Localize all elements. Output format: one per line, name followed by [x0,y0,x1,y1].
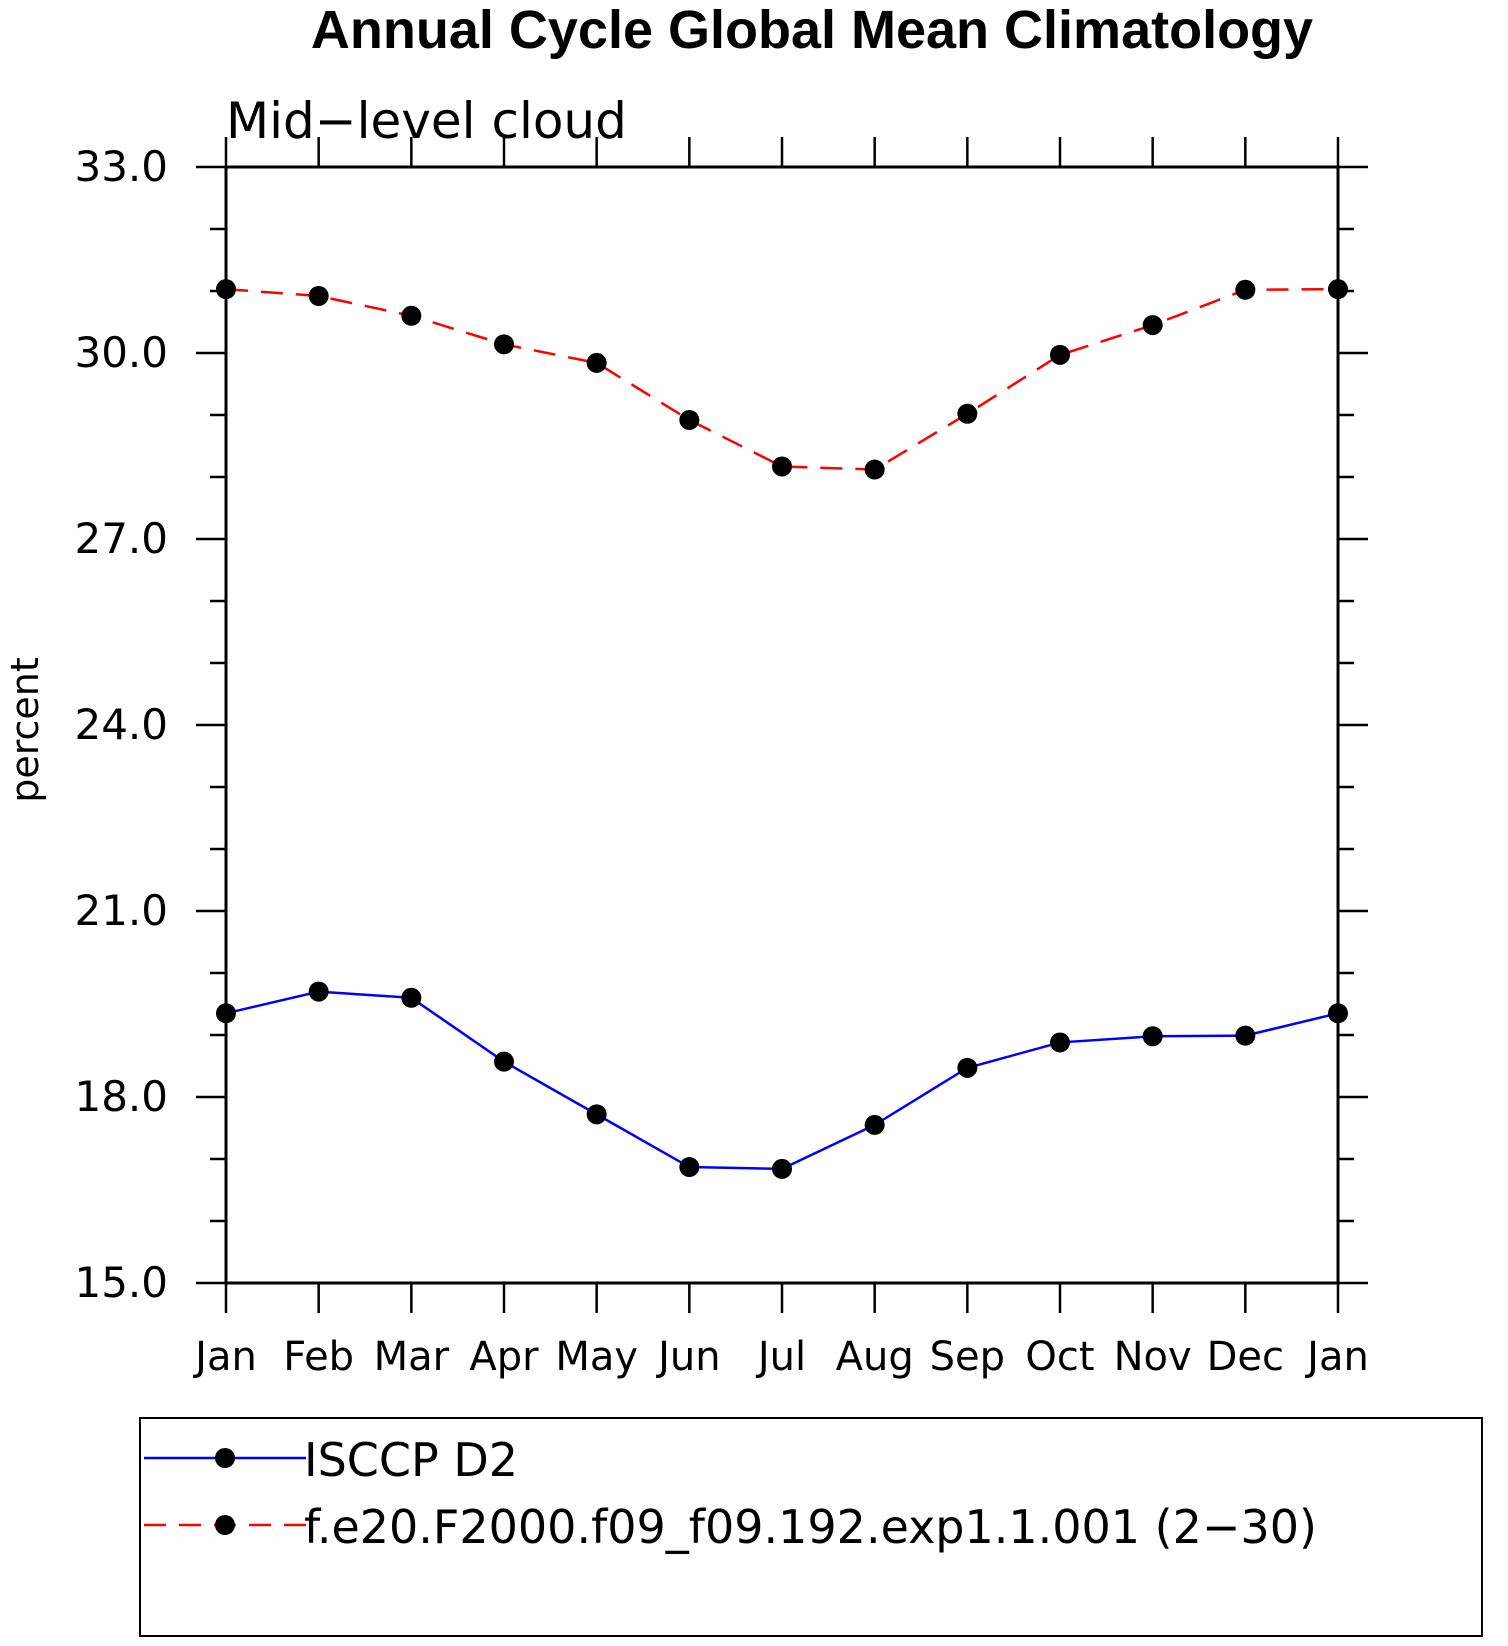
y-tick-label: 27.0 [74,514,168,563]
legend-marker [215,1448,235,1468]
x-tick-label: Jul [755,1334,806,1380]
y-tick-label: 15.0 [74,1258,168,1307]
x-tick-label: Jan [1304,1334,1369,1380]
x-tick-label: Nov [1114,1334,1192,1380]
x-tick-label: Sep [930,1334,1005,1380]
chart-subtitle: Mid−level cloud [226,92,627,150]
data-point [772,1158,792,1179]
data-point [1235,1025,1256,1046]
x-tick-label: Feb [283,1334,354,1380]
axis-ticks [196,137,1368,1313]
x-tick-label: Aug [836,1334,914,1380]
data-point [308,981,329,1002]
chart-title: Annual Cycle Global Mean Climatology [311,0,1313,60]
legend-label: f.e20.F2000.f09_f09.192.exp1.1.001 (2−30… [304,1500,1317,1554]
x-tick-label: Jun [655,1334,721,1380]
data-point [1235,279,1256,300]
data-point [494,334,514,355]
legend-item: ISCCP D2 [144,1433,518,1487]
x-tick-label: Oct [1025,1334,1094,1380]
data-point [864,1114,885,1135]
data-point [1328,1003,1348,1024]
data-point [1050,344,1070,365]
x-tick-label: Apr [469,1334,539,1380]
plot-frame [224,165,1340,1285]
y-tick-labels: 15.0 18.0 21.0 24.0 27.0 30.0 33.0 [74,142,168,1307]
data-point [772,456,792,477]
y-tick-label: 30.0 [74,328,168,377]
series-2 [216,279,1348,480]
series-line [225,287,1339,471]
x-tick-label: Jan [192,1334,257,1380]
data-point [1050,1032,1070,1053]
x-tick-label: Dec [1207,1334,1284,1380]
data-point [1328,279,1348,300]
y-tick-label: 21.0 [74,886,168,935]
data-point [586,352,607,373]
data-point [216,1003,236,1024]
x-tick-labels: Jan Feb Mar Apr May Jun Jul Aug Sep Oct Nov Dec Jan [192,1334,1369,1380]
legend-item: f.e20.F2000.f09_f09.192.exp1.1.001 (2−30… [144,1500,1317,1554]
y-tick-label: 18.0 [74,1072,168,1121]
data-point [586,1104,607,1125]
y-axis-label: percent [3,657,47,803]
data-point [216,279,236,300]
legend-label: ISCCP D2 [304,1433,518,1487]
series-line [225,990,1339,1171]
legend-marker [215,1515,235,1535]
y-tick-label: 24.0 [74,700,168,749]
data-point [957,1057,978,1078]
y-tick-label: 33.0 [74,142,168,191]
data-point [401,987,422,1008]
data-point [308,285,329,306]
x-tick-label: Mar [374,1334,450,1380]
data-point [494,1051,514,1072]
data-point [679,1157,700,1178]
series-layer [216,279,1348,1179]
data-point [1142,1026,1163,1047]
legend-box [139,1417,1483,1637]
legend: ISCCP D2 f.e20.F2000.f09_f09.192.exp1.1.0… [139,1417,1483,1637]
data-point [401,305,422,326]
data-point [864,459,885,480]
data-point [679,409,700,430]
series-1 [216,981,1348,1179]
x-tick-label: May [555,1334,638,1380]
data-point [1142,315,1163,336]
data-point [957,403,978,424]
